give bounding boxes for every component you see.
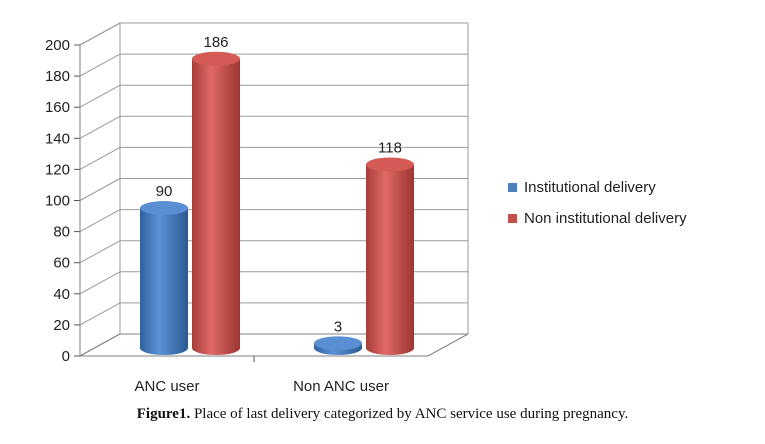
bar-top [140,201,188,216]
x-tick-label: Non ANC user [293,378,389,395]
bar-chart: 0 20 40 60 80 100 120 140 160 180 200 ANC user Non A… [45,22,687,395]
y-tick-label: 120 [45,161,70,178]
y-tick-label: 80 [53,224,70,241]
gridline-side [79,146,121,170]
y-tick-label: 40 [53,286,70,303]
bar [140,201,188,355]
bar-body [140,208,188,355]
bar-body [192,58,240,356]
y-tick-label: 100 [45,193,70,210]
bar [192,51,240,356]
data-label: 118 [378,140,402,157]
bar [366,157,414,355]
y-tick-label: 200 [45,37,70,54]
bars [140,51,414,356]
caption-text: Place of last delivery categorized by AN… [190,406,629,422]
gridline-side [79,115,121,139]
legend: Institutional delivery Non institutional … [508,179,687,227]
gridline-side [79,240,121,264]
y-tick-label: 180 [45,68,70,85]
data-label: 186 [203,34,228,51]
legend-swatch [508,214,517,223]
figure-caption: Figure1. Place of last delivery categori… [0,406,765,423]
gridline-side [79,22,121,46]
caption-label: Figure1. [136,406,191,422]
bar-top [314,336,362,351]
y-tick-label: 20 [53,317,70,334]
legend-swatch [508,183,517,192]
axes: 0 20 40 60 80 100 120 140 160 180 200 ANC user Non A… [45,37,389,395]
bar-body [366,164,414,355]
y-tick-label: 140 [45,130,70,147]
legend-label: Non institutional delivery [524,210,687,227]
data-labels: 90 3 186 118 [156,34,402,336]
data-label: 3 [334,318,342,335]
bar-top [366,157,414,172]
gridline-side [79,84,121,108]
gridline-side [79,271,121,295]
y-tick-label: 0 [62,348,70,365]
gridline-side [79,302,121,326]
gridline-side [79,53,121,77]
gridline-side [79,209,121,233]
bar-top [192,51,240,66]
bar [314,336,362,355]
data-label: 90 [156,183,173,200]
legend-label: Institutional delivery [524,179,656,196]
y-tick-label: 160 [45,99,70,116]
gridline-side [79,178,121,201]
y-tick-label: 60 [53,255,70,272]
x-tick-label: ANC user [134,378,199,395]
